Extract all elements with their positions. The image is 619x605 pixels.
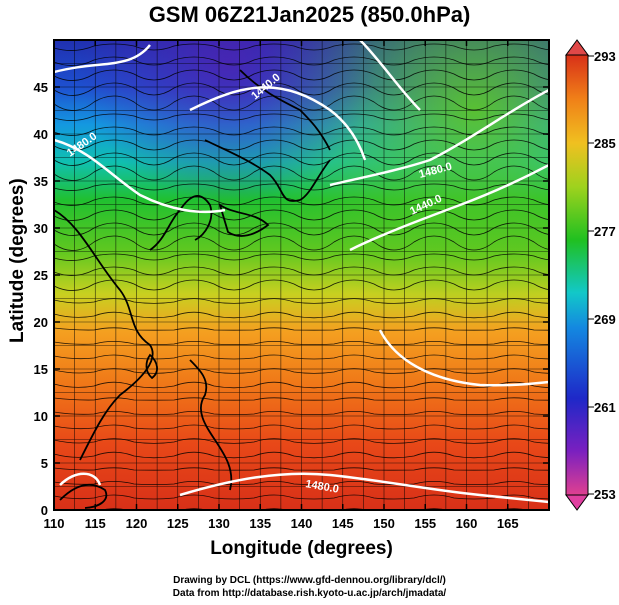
- height-contours: [54, 40, 549, 504]
- colorbar-tick-label: 293: [594, 49, 616, 64]
- wind-streamlines: [54, 43, 549, 510]
- streamline: [54, 397, 549, 401]
- x-tick-label: 165: [497, 516, 519, 531]
- colorbar-tick-label: 285: [594, 136, 616, 151]
- streamline: [54, 183, 549, 191]
- streamline: [54, 253, 549, 261]
- colorbar-tick-label: 261: [594, 400, 616, 415]
- y-tick-label: 30: [34, 221, 48, 236]
- y-tick-label: 45: [34, 80, 48, 95]
- streamline: [54, 56, 549, 66]
- x-tick-label: 115: [85, 516, 106, 531]
- x-tick-label: 135: [249, 516, 271, 531]
- x-tick-label: 130: [208, 516, 230, 531]
- x-axis-label: Longitude (degrees): [210, 538, 393, 559]
- x-tick-label: 155: [414, 516, 436, 531]
- x-tick-label: 160: [456, 516, 478, 531]
- streamline: [54, 126, 549, 136]
- streamline: [54, 298, 549, 304]
- y-tick-label: 25: [34, 268, 48, 283]
- x-tick-label: 120: [126, 516, 148, 531]
- colorbar-top-arrow: [565, 39, 589, 56]
- chart-title: GSM 06Z21Jan2025 (850.0hPa): [148, 2, 471, 27]
- streamline: [54, 411, 549, 415]
- colorbar-tick-label: 277: [594, 224, 616, 239]
- streamline: [54, 451, 549, 459]
- streamline: [54, 481, 549, 485]
- y-tick-label: 10: [34, 409, 48, 424]
- y-tick-label: 0: [41, 503, 48, 518]
- streamline: [54, 43, 549, 51]
- streamline: [54, 152, 549, 166]
- streamline: [54, 113, 549, 121]
- streamline: [54, 424, 549, 430]
- streamline: [54, 368, 549, 374]
- colorbar-body: [565, 54, 589, 496]
- colorbar-tick-label: 269: [594, 312, 616, 327]
- y-tick-label: 35: [34, 174, 48, 189]
- streamline: [54, 467, 549, 471]
- streamline: [54, 341, 549, 345]
- credit-data-source: Data from http://database.rish.kyoto-u.a…: [172, 588, 447, 599]
- streamline: [54, 196, 549, 206]
- y-tick-label: 20: [34, 315, 48, 330]
- streamline: [54, 82, 549, 96]
- contour-label: 1480.0: [304, 478, 339, 496]
- credit-drawing: Drawing by DCL (https://www.gfd-dennou.o…: [173, 575, 446, 586]
- y-tick-label: 40: [34, 127, 48, 142]
- colorbar-tick-label: 253: [594, 487, 616, 502]
- streamline: [54, 165, 549, 181]
- x-axis-ticks: 110 115 120 125 130 135 140 145 150 155 160 165: [44, 40, 519, 531]
- streamline: [54, 139, 549, 151]
- y-axis-label: Latitude (degrees): [7, 178, 28, 343]
- streamline: [54, 235, 549, 251]
- streamline: [54, 222, 549, 236]
- x-tick-label: 145: [332, 516, 354, 531]
- x-tick-label: 150: [373, 516, 395, 531]
- streamline: [54, 69, 549, 81]
- colorbar-ticks: 293 285 277 269 261 253: [588, 49, 616, 502]
- y-tick-label: 5: [41, 456, 48, 471]
- y-tick-label: 15: [34, 362, 48, 377]
- x-tick-label: 110: [44, 516, 65, 531]
- streamline: [54, 438, 549, 444]
- streamline: [54, 354, 549, 360]
- streamline: [54, 494, 549, 500]
- streamline: [54, 311, 549, 319]
- streamline: [54, 95, 549, 111]
- streamline: [54, 209, 549, 221]
- streamline: [54, 279, 549, 291]
- colorbar: 293 285 277 269 261 253: [565, 39, 616, 511]
- colorbar-bottom-arrow: [565, 494, 589, 511]
- x-tick-label: 140: [291, 516, 313, 531]
- x-tick-label: 125: [167, 516, 189, 531]
- streamline: [54, 381, 549, 389]
- y-axis-ticks: 0 5 10 15 20 25 30 35 40 45: [34, 80, 549, 518]
- coastlines: [54, 69, 331, 509]
